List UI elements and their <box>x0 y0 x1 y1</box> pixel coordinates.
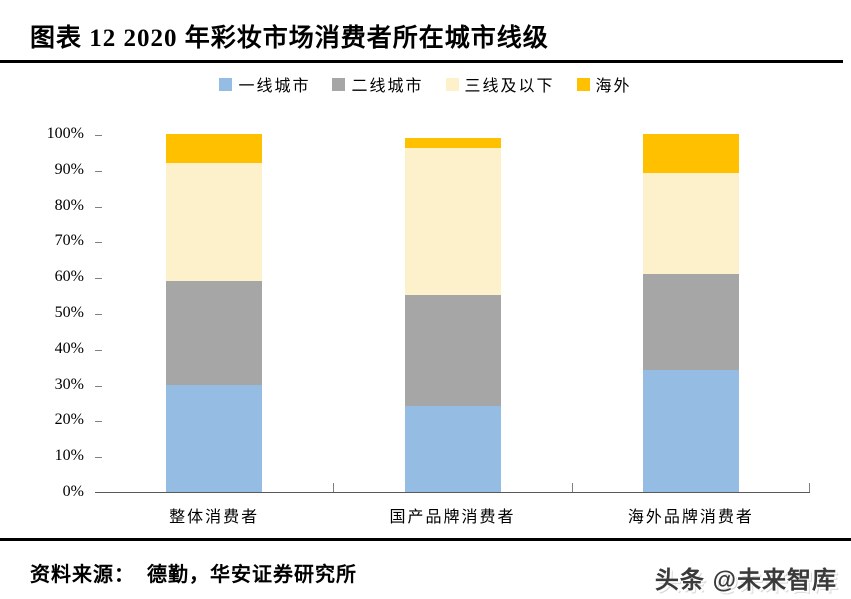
y-tick-label: 0% <box>62 483 84 500</box>
bar-segment-三线及以下-1 <box>404 148 501 296</box>
legend-label: 二线城市 <box>351 78 424 95</box>
y-tick-mark <box>95 242 102 244</box>
legend-swatch-icon <box>445 77 459 91</box>
bar-segment-海外-0 <box>166 134 263 163</box>
x-tick-mark <box>333 483 335 492</box>
y-tick-mark <box>95 314 102 315</box>
bar-segment-海外-2 <box>642 134 739 174</box>
legend-label: 一线城市 <box>238 78 311 95</box>
bar-segment-二线城市-0 <box>166 280 263 385</box>
bar-segment-一线城市-1 <box>404 406 501 492</box>
chart-title: 图表 12 2020 年彩妆市场消费者所在城市线级 <box>30 25 549 52</box>
source-label: 资料来源： <box>30 564 135 586</box>
x-tick-mark <box>571 483 573 492</box>
legend-swatch-icon <box>332 77 346 91</box>
source-text: 德勤，华安证券研究所 <box>147 564 357 586</box>
bar-segment-一线城市-2 <box>642 370 739 492</box>
legend-swatch-icon <box>576 77 590 91</box>
watermark-text: 头条 @未来智库 <box>654 567 837 594</box>
y-tick-mark <box>95 170 102 172</box>
y-tick-label: 50% <box>54 304 84 321</box>
x-category-label: 海外品牌消费者 <box>627 509 754 526</box>
plot-area <box>95 134 810 493</box>
x-tick-mark <box>809 483 810 492</box>
y-tick-label: 80% <box>54 196 84 214</box>
y-tick-mark <box>95 349 102 351</box>
footer-divider-line <box>0 538 851 541</box>
chart-legend: 一线城市 二线城市 三线及以下 海外 <box>0 72 851 96</box>
bar-segment-二线城市-1 <box>404 295 501 407</box>
y-tick-label: 70% <box>54 232 84 250</box>
legend-item-3: 海外 <box>576 72 632 96</box>
bar-segment-三线及以下-0 <box>166 162 263 281</box>
legend-item-1: 二线城市 <box>332 72 423 96</box>
title-divider-line <box>0 60 843 63</box>
legend-label: 三线及以下 <box>464 78 555 95</box>
y-tick-label: 90% <box>54 160 84 178</box>
x-category-label: 国产品牌消费者 <box>389 509 516 526</box>
y-tick-mark <box>95 385 102 387</box>
bar-segment-海外-1 <box>404 137 501 149</box>
y-tick-label: 40% <box>54 339 84 357</box>
source-line: 资料来源： 德勤，华安证券研究所 <box>30 558 357 587</box>
y-tick-mark <box>95 421 102 423</box>
y-tick-label: 20% <box>54 411 84 429</box>
y-tick-mark <box>95 135 102 136</box>
bar-segment-三线及以下-2 <box>642 173 739 274</box>
legend-item-0: 一线城市 <box>219 72 310 96</box>
y-tick-label: 60% <box>54 268 84 286</box>
legend-item-2: 三线及以下 <box>445 72 555 96</box>
y-tick-label: 30% <box>54 375 84 393</box>
y-tick-label: 10% <box>54 447 84 465</box>
y-tick-mark <box>95 206 102 208</box>
y-tick-mark <box>95 457 102 459</box>
y-tick-mark <box>95 278 102 280</box>
legend-label: 海外 <box>595 78 632 95</box>
bar-segment-二线城市-2 <box>642 273 739 371</box>
legend-swatch-icon <box>219 77 233 91</box>
y-tick-label: 100% <box>46 125 84 142</box>
bar-segment-一线城市-0 <box>166 384 263 492</box>
x-category-label: 整体消费者 <box>169 509 260 526</box>
